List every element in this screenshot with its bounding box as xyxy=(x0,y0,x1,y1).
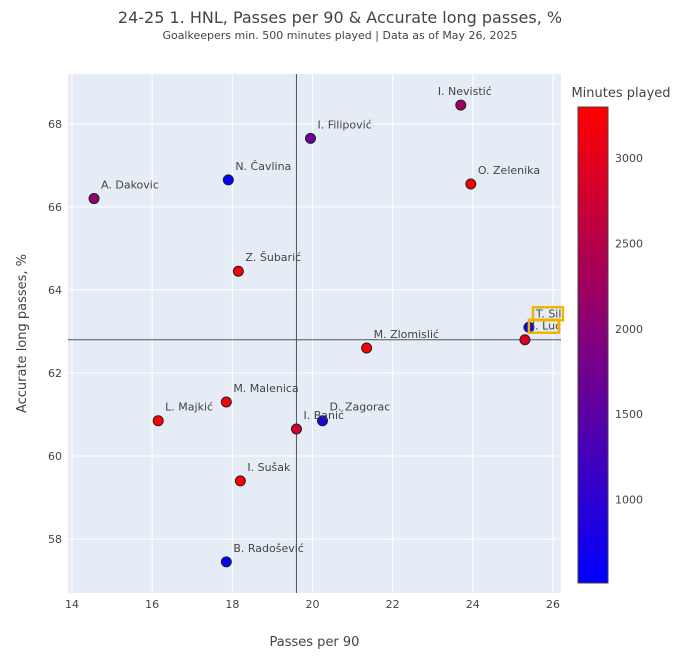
data-point xyxy=(234,475,246,487)
colorbar xyxy=(577,106,609,584)
data-point xyxy=(361,342,373,354)
data-point xyxy=(304,132,316,144)
data-point xyxy=(232,265,244,277)
point-label: O. Zelenika xyxy=(478,164,540,177)
chart-title: 24-25 1. HNL, Passes per 90 & Accurate l… xyxy=(117,8,563,27)
point-label: I. Sušak xyxy=(247,461,291,474)
chart-subtitle: Goalkeepers min. 500 minutes played | Da… xyxy=(162,29,518,42)
colorbar-title: Minutes played xyxy=(571,86,670,101)
colorbar-tick-label: 2000 xyxy=(615,323,643,336)
colorbar-tick-label: 1500 xyxy=(615,408,643,421)
y-tick-label: 66 xyxy=(48,201,62,214)
data-point xyxy=(519,334,531,346)
y-axis-ticks: 58 60 62 64 66 68 xyxy=(48,118,62,546)
data-point xyxy=(465,178,477,190)
point-label: D. Zagorac xyxy=(330,401,391,414)
y-tick-label: 64 xyxy=(48,284,62,297)
point-label: M. Zlomislić xyxy=(374,328,439,341)
point-label: T. Sil xyxy=(535,307,562,320)
point-labels: I. Nevistić I. Filipović N. Čavlina O. Zele… xyxy=(101,85,561,555)
x-tick-label: 16 xyxy=(145,598,159,611)
point-label: L. Majkić xyxy=(165,401,213,414)
reference-lines xyxy=(68,74,561,593)
point-label: N. Čavlina xyxy=(235,160,291,173)
colorbar-tick-label: 3000 xyxy=(615,152,643,165)
highlight-box xyxy=(527,318,561,334)
data-point xyxy=(317,415,329,427)
x-tick-label: 20 xyxy=(305,598,319,611)
point-label: B. Radošević xyxy=(233,542,304,555)
point-label: I. Banić xyxy=(303,409,344,422)
x-tick-label: 14 xyxy=(65,598,79,611)
y-tick-label: 58 xyxy=(48,533,62,546)
x-tick-label: 22 xyxy=(386,598,400,611)
point-label: Z. Šubarić xyxy=(245,251,301,264)
data-point xyxy=(88,193,100,205)
gridlines xyxy=(68,74,561,593)
x-axis-ticks: 14 16 18 20 22 24 26 xyxy=(65,598,560,611)
highlight-boxes xyxy=(527,306,565,334)
data-point xyxy=(290,423,302,435)
x-axis-title: Passes per 90 xyxy=(270,635,360,650)
y-axis-title: Accurate long passes, % xyxy=(15,254,30,413)
point-label: M. Malenica xyxy=(233,382,298,395)
data-point xyxy=(220,396,232,408)
point-label: A. Dakovic xyxy=(101,179,159,192)
data-point xyxy=(455,99,467,111)
point-label: I. Nevistić xyxy=(438,85,492,98)
data-point xyxy=(220,556,232,568)
colorbar-ticks: 1000 1500 2000 2500 3000 xyxy=(615,152,643,506)
colorbar-tick-label: 1000 xyxy=(615,493,643,506)
colorbar-tick-label: 2500 xyxy=(615,237,643,250)
data-point xyxy=(152,415,164,427)
y-tick-label: 60 xyxy=(48,450,62,463)
y-tick-label: 68 xyxy=(48,118,62,131)
x-tick-label: 24 xyxy=(466,598,480,611)
x-tick-label: 26 xyxy=(546,598,560,611)
plot-area xyxy=(68,74,561,593)
x-tick-label: 18 xyxy=(225,598,239,611)
data-point xyxy=(222,174,234,186)
point-label: J. Luc xyxy=(531,320,561,333)
y-tick-label: 62 xyxy=(48,367,62,380)
point-label: I. Filipović xyxy=(317,118,371,131)
